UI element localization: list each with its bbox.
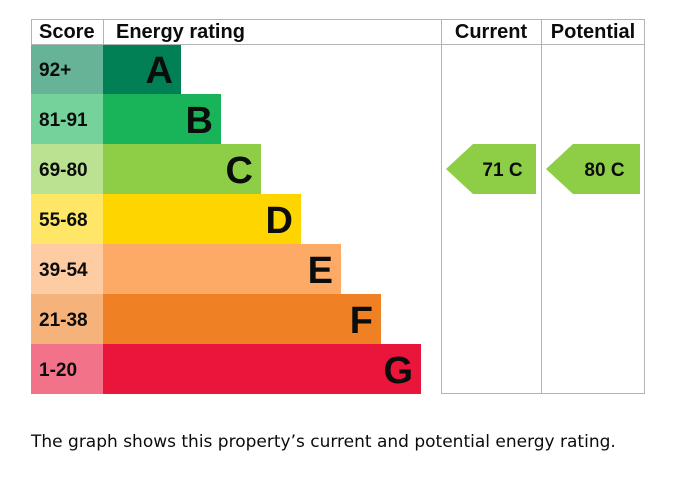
band-bar-c xyxy=(103,144,261,194)
potential-rating-arrow xyxy=(546,144,640,194)
score-cell-f xyxy=(31,294,103,344)
current-rating-arrow xyxy=(446,144,536,194)
energy-rating-chart: 92+ A 81-91 B 69-80 C 55-68 D 39-54 E 21-38 F 1-20 G S… xyxy=(31,19,645,394)
band-bar-b xyxy=(103,94,221,144)
score-cell-g xyxy=(31,344,103,394)
band-letter-c: C xyxy=(226,150,253,192)
band-letter-g: G xyxy=(383,350,413,392)
header-potential: Potential xyxy=(551,21,635,43)
band-bar-a xyxy=(103,44,181,94)
score-cell-a xyxy=(31,44,103,94)
band-letter-d: D xyxy=(266,200,293,242)
score-cell-b xyxy=(31,94,103,144)
score-label-b: 81-91 xyxy=(39,110,88,131)
current-rating-label: 71 C xyxy=(482,160,522,181)
score-label-a: 92+ xyxy=(39,60,71,81)
score-cell-c xyxy=(31,144,103,194)
score-cell-d xyxy=(31,194,103,244)
band-bar-g xyxy=(103,344,421,394)
band-bar-f xyxy=(103,294,381,344)
score-cell-e xyxy=(31,244,103,294)
score-label-d: 55-68 xyxy=(39,210,88,231)
score-label-g: 1-20 xyxy=(39,360,77,381)
header-score: Score xyxy=(39,21,95,43)
band-letter-f: F xyxy=(350,300,373,342)
band-bar-d xyxy=(103,194,301,244)
band-letter-e: E xyxy=(308,250,333,292)
band-letter-b: B xyxy=(186,100,213,142)
header-current: Current xyxy=(455,21,528,43)
header-energy-rating: Energy rating xyxy=(116,21,245,43)
potential-rating-label: 80 C xyxy=(584,160,624,181)
score-label-e: 39-54 xyxy=(39,260,88,281)
band-letter-a: A xyxy=(146,50,173,92)
band-bar-e xyxy=(103,244,341,294)
score-label-c: 69-80 xyxy=(39,160,88,181)
score-label-f: 21-38 xyxy=(39,310,88,331)
chart-caption: The graph shows this property’s current … xyxy=(31,432,616,452)
